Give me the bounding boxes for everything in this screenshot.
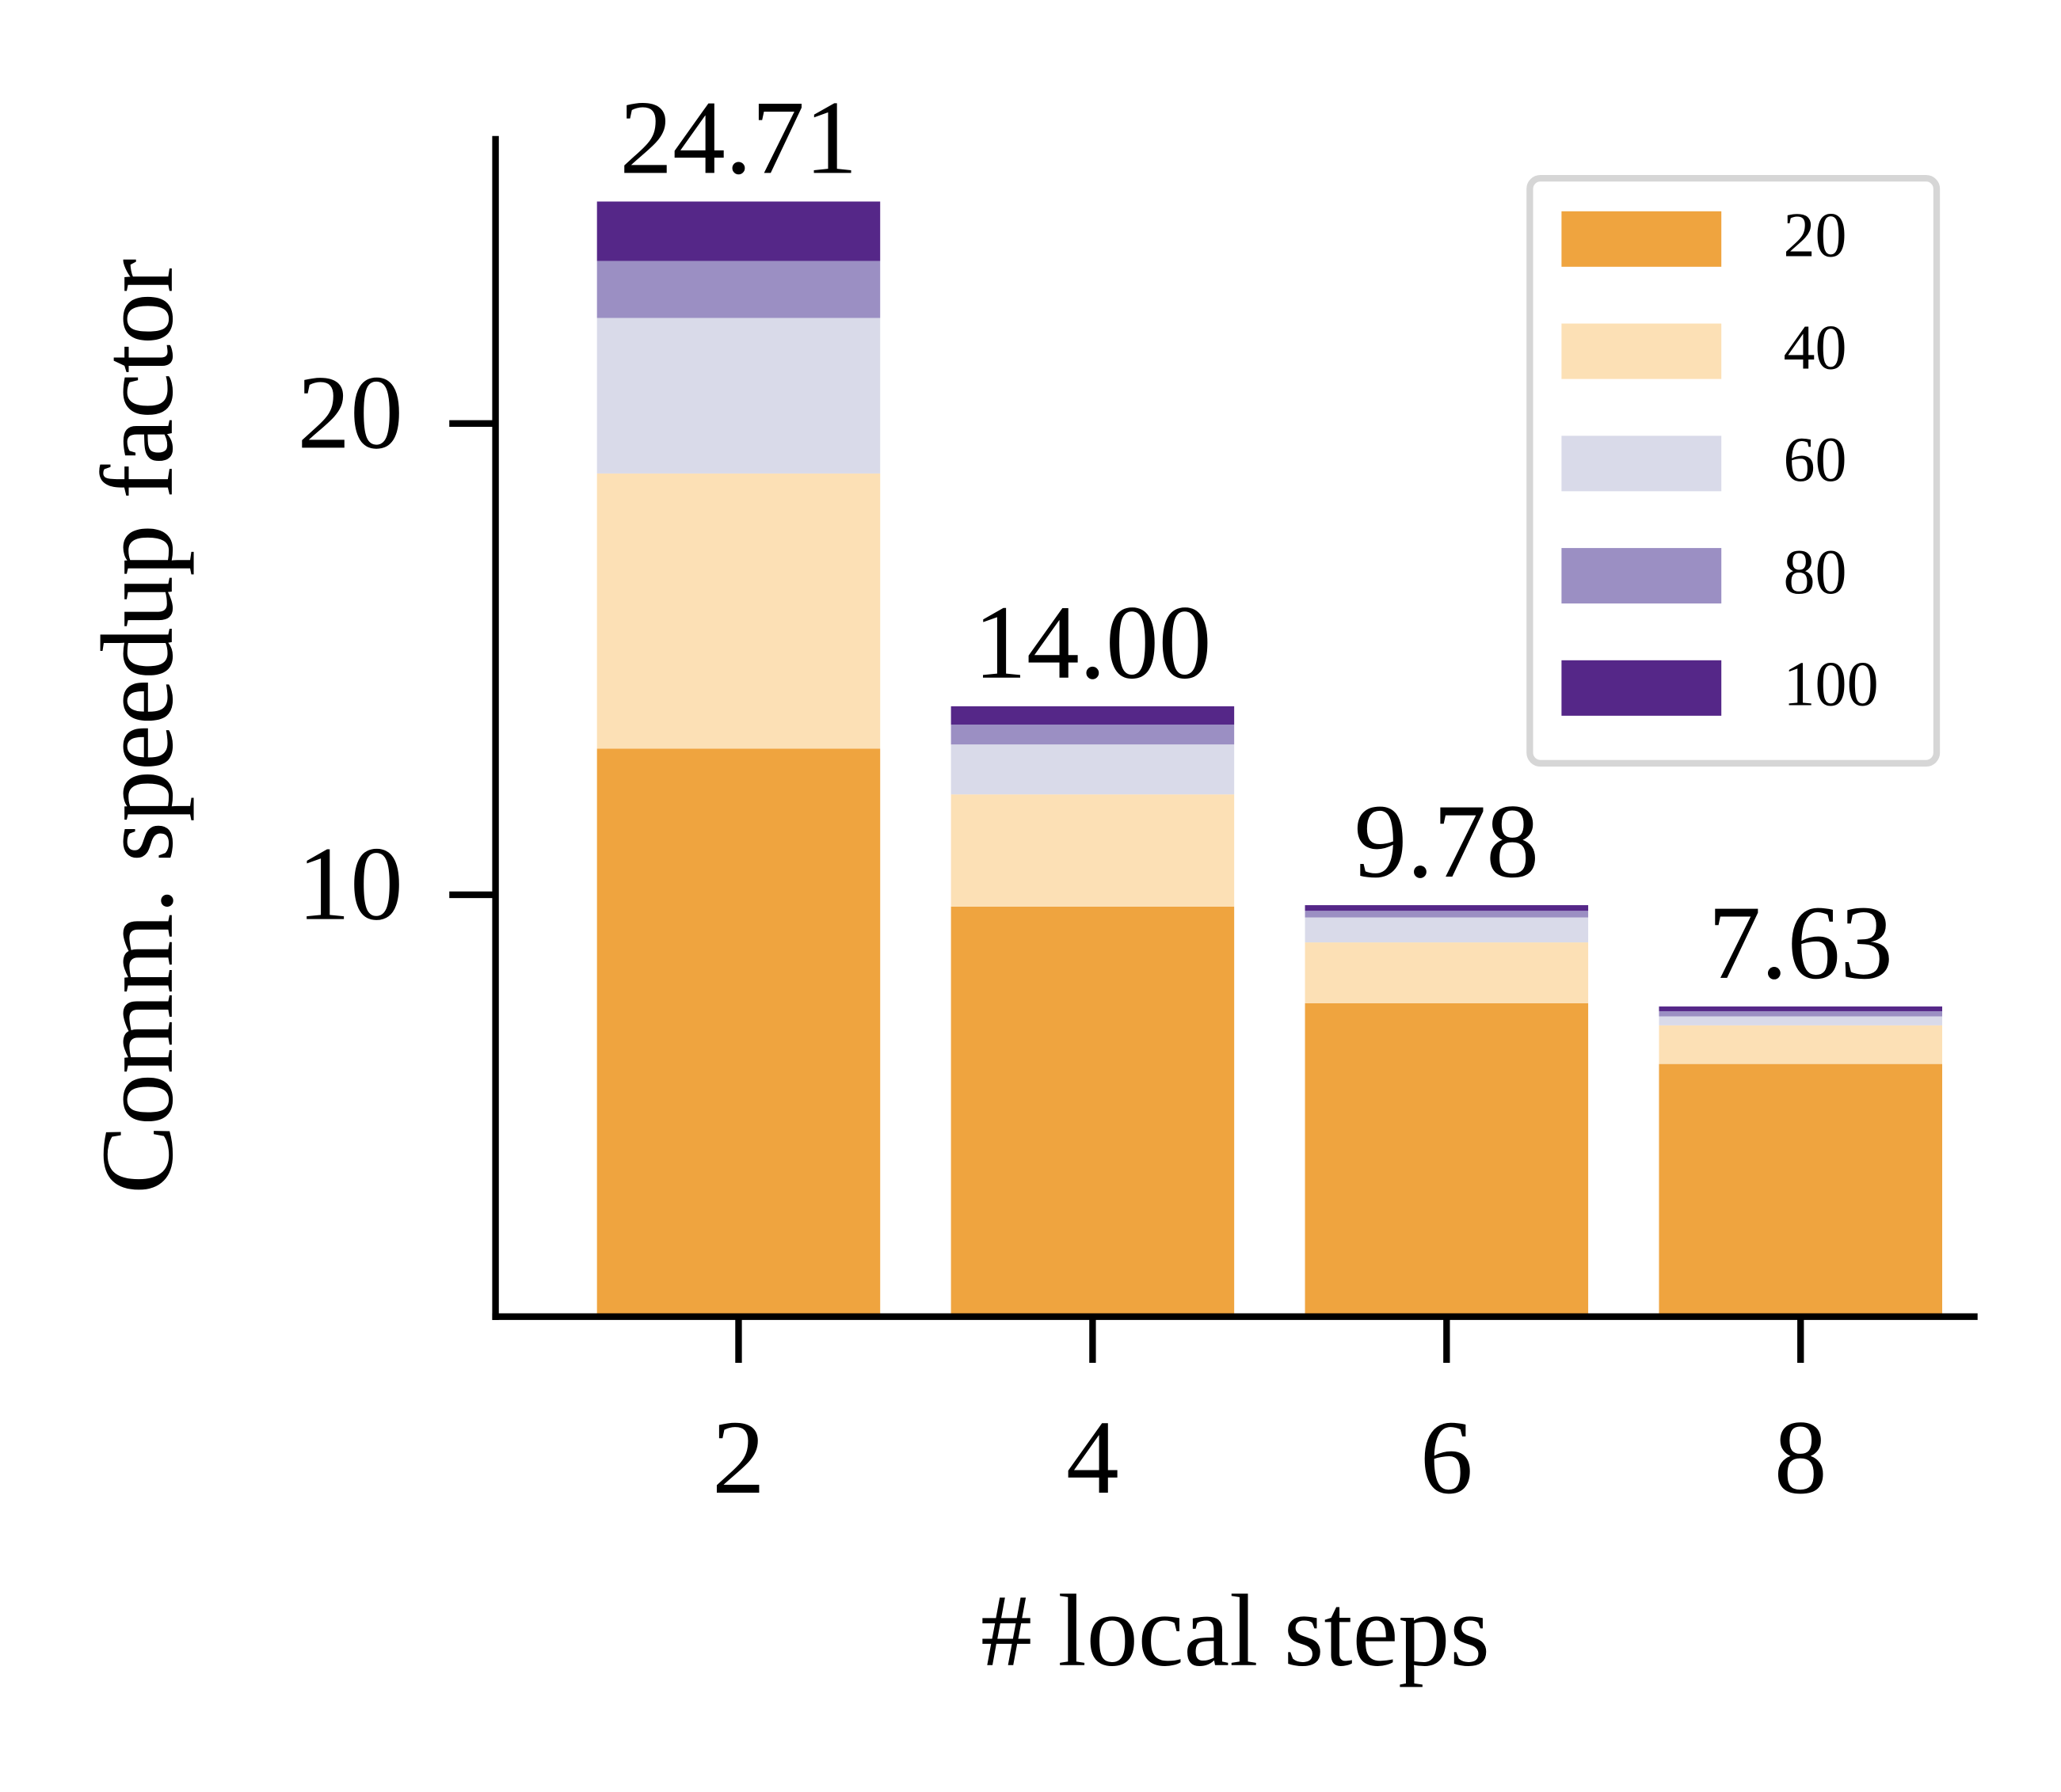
bar-segment	[950, 725, 1235, 745]
bar-segment	[596, 748, 881, 1317]
bar-segment	[1305, 917, 1589, 943]
bar-segment	[1659, 1016, 1943, 1025]
bar-segment	[1659, 1010, 1943, 1017]
x-tick-label: 2	[712, 1398, 765, 1516]
bar-segment	[1305, 1003, 1589, 1317]
bar-segment	[1305, 905, 1589, 911]
x-tick-label: 4	[1066, 1398, 1119, 1516]
bar-segment	[1659, 1063, 1943, 1317]
bar-segment	[596, 201, 881, 261]
x-axis-label: # local steps	[981, 1574, 1490, 1688]
bar-segment	[950, 794, 1235, 907]
x-tick-label: 8	[1774, 1398, 1827, 1516]
bar-segment	[950, 906, 1235, 1317]
value-label: 14.00	[973, 584, 1211, 701]
value-label: 24.71	[619, 78, 857, 196]
legend-swatch	[1561, 323, 1722, 379]
bar-segment	[596, 261, 881, 318]
legend-swatch	[1561, 548, 1722, 604]
legend-label: 60	[1784, 425, 1847, 495]
legend-label: 40	[1784, 313, 1847, 382]
bar-segment	[1659, 1006, 1943, 1011]
legend-label: 100	[1784, 650, 1879, 720]
legend-label: 20	[1784, 201, 1847, 271]
bar-segment	[950, 744, 1235, 795]
legend-swatch	[1561, 436, 1722, 492]
y-tick-label: 10	[297, 825, 402, 942]
x-tick-label: 6	[1420, 1398, 1473, 1516]
bar-segment	[1305, 911, 1589, 918]
y-axis-label: Comm. speedup factor	[81, 259, 195, 1194]
y-tick-label: 20	[297, 353, 402, 470]
bar-segment	[596, 318, 881, 474]
bar-segment	[596, 473, 881, 749]
bar-segment	[1659, 1025, 1943, 1064]
bar-segment	[1305, 942, 1589, 1003]
bar-segment	[950, 706, 1235, 725]
value-label: 7.63	[1709, 884, 1893, 1001]
legend-label: 80	[1784, 538, 1847, 607]
legend-swatch	[1561, 660, 1722, 716]
legend-swatch	[1561, 211, 1722, 267]
value-label: 9.78	[1354, 782, 1539, 900]
